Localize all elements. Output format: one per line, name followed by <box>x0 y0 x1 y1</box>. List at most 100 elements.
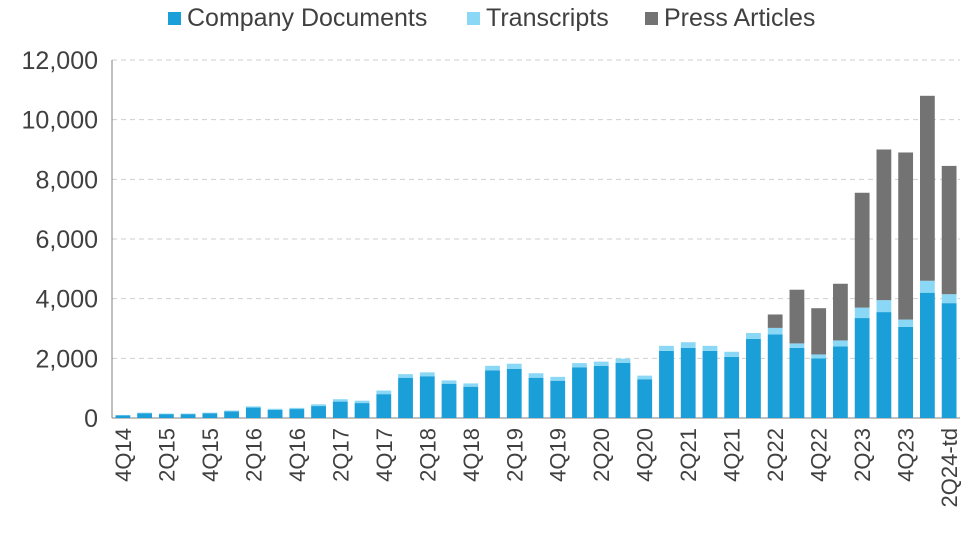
bar-segment-company-documents <box>941 303 957 418</box>
legend-swatch-transcripts <box>467 12 480 25</box>
bar-segment-company-documents <box>137 413 153 418</box>
bar-segment-company-documents <box>311 406 326 418</box>
legend-item-press-articles: Press Articles <box>645 4 815 33</box>
bar-segment-company-documents <box>876 312 892 418</box>
bar-segment-press-articles <box>789 289 805 344</box>
bar-segment-company-documents <box>811 358 827 418</box>
bar-segment-company-documents <box>289 409 305 418</box>
x-tick-label: 2Q22 <box>763 428 788 482</box>
bar-segment-press-articles <box>898 152 914 320</box>
bar-segment-transcripts <box>615 358 631 363</box>
legend-swatch-press-articles <box>645 12 658 25</box>
bar-segment-press-articles <box>833 283 848 341</box>
y-tick-label: 10,000 <box>22 107 98 135</box>
bar-segment-transcripts <box>332 399 348 402</box>
bar-segment-transcripts <box>724 351 740 357</box>
legend-item-transcripts: Transcripts <box>467 4 609 33</box>
y-tick-label: 12,000 <box>22 47 98 75</box>
legend-item-company-documents: Company Documents <box>168 4 427 33</box>
bar-segment-transcripts <box>419 372 435 377</box>
x-tick-label: 2Q17 <box>328 428 353 482</box>
bar-segment-company-documents <box>202 413 218 418</box>
bar-segment-company-documents <box>898 327 914 418</box>
bar-segment-transcripts <box>767 327 783 335</box>
bar-segment-transcripts <box>311 404 326 407</box>
bar-segment-press-articles <box>767 314 783 328</box>
x-tick-label: 2Q24-td <box>937 428 962 508</box>
y-tick-label: 4,000 <box>35 286 98 314</box>
bar-segment-transcripts <box>702 345 718 351</box>
bar-segment-company-documents <box>659 350 674 418</box>
x-tick-label: 4Q18 <box>459 428 484 482</box>
y-tick-label: 6,000 <box>35 226 98 254</box>
bar-segment-company-documents <box>463 386 479 418</box>
bar-segment-company-documents <box>593 365 609 418</box>
bar-segment-company-documents <box>354 403 370 418</box>
x-tick-label: 4Q22 <box>807 428 832 482</box>
x-tick-label: 2Q23 <box>850 428 875 482</box>
bar-segment-company-documents <box>702 350 718 418</box>
bar-segment-company-documents <box>680 347 696 418</box>
legend-label-company-documents: Company Documents <box>187 4 428 32</box>
bar-segment-transcripts <box>180 413 196 415</box>
bar-segment-transcripts <box>637 375 653 380</box>
bar-segment-company-documents <box>833 346 848 418</box>
bar-segment-transcripts <box>245 406 261 408</box>
bar-segment-transcripts <box>528 373 544 378</box>
bar-segment-company-documents <box>224 411 239 418</box>
bar-segment-transcripts <box>833 340 848 347</box>
bar-segment-transcripts <box>659 345 674 351</box>
bar-segment-company-documents <box>767 334 783 418</box>
bar-segment-transcripts <box>811 354 827 359</box>
bar-segment-transcripts <box>354 400 370 404</box>
bar-segment-company-documents <box>528 377 544 418</box>
bar-segment-transcripts <box>506 363 522 369</box>
bar-segment-transcripts <box>876 300 892 313</box>
bar-segment-company-documents <box>724 356 740 418</box>
bar-segment-transcripts <box>550 376 566 381</box>
y-tick-label: 0 <box>84 405 98 433</box>
x-tick-label: 4Q20 <box>633 428 658 482</box>
bar-segment-company-documents <box>180 414 196 418</box>
bar-segment-company-documents <box>419 376 435 418</box>
chart-legend: Company Documents Transcripts Press Arti… <box>0 4 975 34</box>
bar-segment-company-documents <box>854 318 870 418</box>
bar-segment-company-documents <box>332 401 348 418</box>
legend-swatch-company-documents <box>168 12 181 25</box>
bar-segment-press-articles <box>919 95 935 281</box>
bar-segment-transcripts <box>746 332 761 339</box>
bar-segment-transcripts <box>398 374 413 378</box>
x-tick-label: 4Q21 <box>720 428 745 482</box>
bar-segment-company-documents <box>485 370 500 418</box>
bar-segment-transcripts <box>137 412 153 414</box>
y-tick-label: 2,000 <box>35 345 98 373</box>
bar-segment-transcripts <box>789 343 805 348</box>
y-tick-label: 8,000 <box>35 166 98 194</box>
bar-segment-company-documents <box>441 383 457 418</box>
bar-segment-company-documents <box>572 367 587 418</box>
bar-segment-company-documents <box>746 338 761 418</box>
bar-segment-transcripts <box>941 294 957 304</box>
x-tick-label: 4Q17 <box>372 428 397 482</box>
bar-segment-company-documents <box>506 368 522 418</box>
bar-segment-transcripts <box>441 380 457 384</box>
bar-segment-company-documents <box>789 347 805 418</box>
bar-segment-company-documents <box>115 415 131 418</box>
x-tick-label: 2Q19 <box>502 428 527 482</box>
bar-segment-company-documents <box>376 394 392 418</box>
bar-segment-transcripts <box>463 383 479 387</box>
x-tick-label: 2Q15 <box>154 428 179 482</box>
bar-segment-press-articles <box>811 308 827 355</box>
bar-segment-transcripts <box>898 319 914 328</box>
bar-segment-transcripts <box>572 363 587 368</box>
bar-segment-company-documents <box>637 379 653 418</box>
bar-segment-transcripts <box>593 361 609 366</box>
bar-segment-transcripts <box>224 410 239 412</box>
x-tick-label: 4Q15 <box>198 428 223 482</box>
bar-segment-transcripts <box>485 365 500 371</box>
bar-segment-company-documents <box>245 407 261 418</box>
x-tick-label: 2Q18 <box>415 428 440 482</box>
x-tick-label: 2Q20 <box>589 428 614 482</box>
legend-label-press-articles: Press Articles <box>664 4 816 32</box>
bar-segment-company-documents <box>158 414 174 418</box>
